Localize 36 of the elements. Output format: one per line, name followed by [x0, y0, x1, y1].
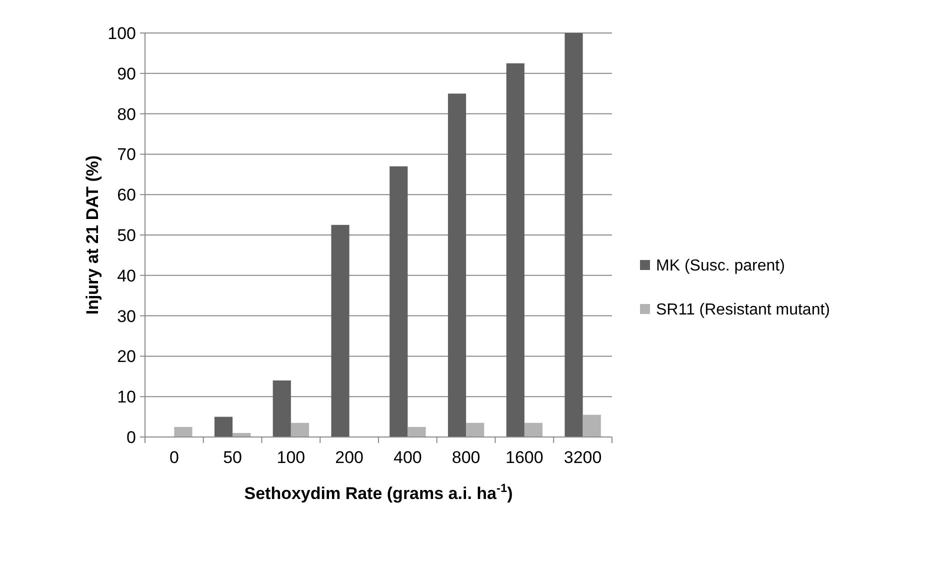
x-axis-title: Sethoxydim Rate (grams a.i. ha$^{-1}$)	[244, 481, 513, 503]
bar	[272, 380, 291, 437]
x-tick-label: 800	[452, 448, 480, 467]
x-tick-label: 1600	[506, 448, 544, 467]
y-tick-label: 40	[117, 266, 136, 286]
bar	[214, 416, 233, 437]
legend-label: MK (Susc. parent)	[656, 258, 785, 275]
y-tick-label: 0	[126, 428, 136, 447]
bar	[448, 94, 466, 437]
y-tick-label: 10	[117, 388, 136, 407]
legend-label: SR11 (Resistant mutant)	[656, 302, 830, 319]
x-tick-label: 200	[335, 448, 364, 467]
bar	[174, 426, 192, 437]
bar	[564, 33, 583, 437]
x-tick-label: 50	[223, 448, 242, 467]
y-tick-label: 90	[117, 64, 136, 84]
y-tick-label: 80	[117, 104, 136, 124]
x-tick-label: 0	[169, 448, 179, 467]
bar	[524, 422, 543, 437]
y-tick-label: 100	[108, 24, 136, 43]
y-tick-label: 20	[117, 347, 136, 366]
y-tick-label: 60	[117, 186, 136, 205]
bar	[466, 422, 484, 437]
x-tick-label: 100	[276, 448, 306, 467]
bar	[390, 166, 408, 437]
y-tick-label: 50	[117, 226, 136, 245]
x-tick-label: 3200	[564, 448, 602, 467]
bar	[408, 426, 426, 437]
y-axis-title: Injury at 21 DAT (%)	[83, 155, 102, 315]
bar	[506, 63, 524, 437]
bar	[290, 422, 310, 437]
y-tick-label: 30	[117, 306, 136, 326]
bar	[331, 224, 350, 437]
y-tick-label: 70	[117, 145, 136, 164]
bar	[582, 414, 601, 437]
x-tick-label: 400	[394, 448, 422, 467]
